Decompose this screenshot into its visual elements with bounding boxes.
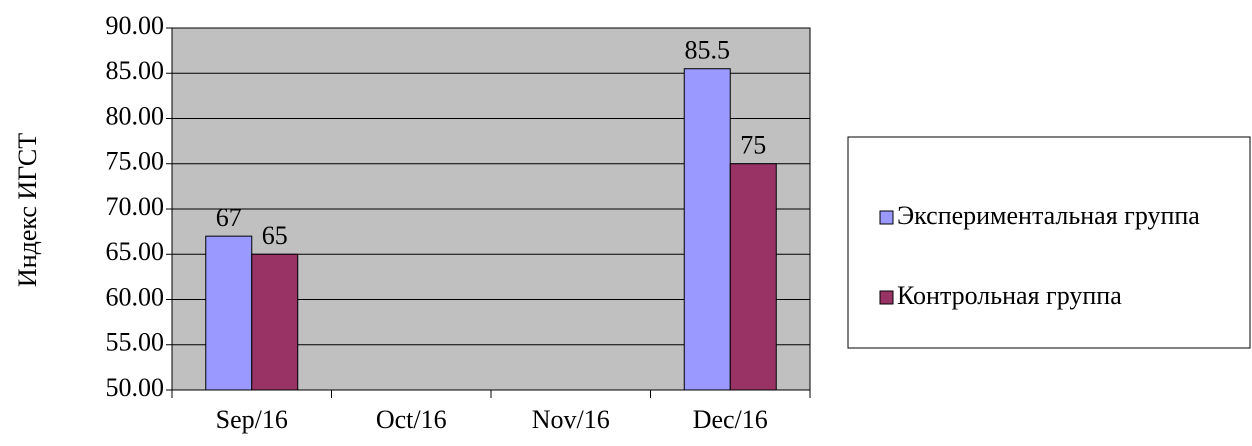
y-tick-label: 90.00	[106, 11, 165, 40]
legend-label: Контрольная группа	[897, 281, 1122, 310]
y-tick-label: 80.00	[106, 101, 165, 130]
data-label: 67	[216, 203, 242, 232]
y-tick-label: 55.00	[106, 328, 165, 357]
data-label: 85.5	[685, 36, 731, 65]
bar	[251, 253, 299, 391]
data-label: 75	[740, 131, 766, 160]
y-tick-label: 60.00	[106, 282, 165, 311]
legend-swatch	[879, 210, 894, 225]
legend-box	[847, 136, 1251, 349]
y-tick-label: 70.00	[106, 192, 165, 221]
y-tick-label: 85.00	[106, 56, 165, 85]
y-axis-label: Индекс ИГСТ	[13, 133, 42, 287]
x-tick-label: Sep/16	[216, 405, 288, 434]
y-tick-label: 75.00	[106, 147, 165, 176]
bar	[205, 235, 253, 391]
plot-border	[171, 27, 811, 391]
bar	[683, 68, 731, 391]
x-tick-label: Dec/16	[693, 405, 768, 434]
legend-swatch	[879, 290, 894, 305]
x-tick-label: Nov/16	[532, 405, 610, 434]
y-tick-label: 65.00	[106, 237, 165, 266]
x-tick-label: Oct/16	[376, 405, 447, 434]
y-tick-label: 50.00	[106, 373, 165, 402]
data-label: 65	[262, 221, 288, 250]
bar	[729, 163, 777, 391]
legend-label: Экспериментальная группа	[897, 201, 1200, 230]
